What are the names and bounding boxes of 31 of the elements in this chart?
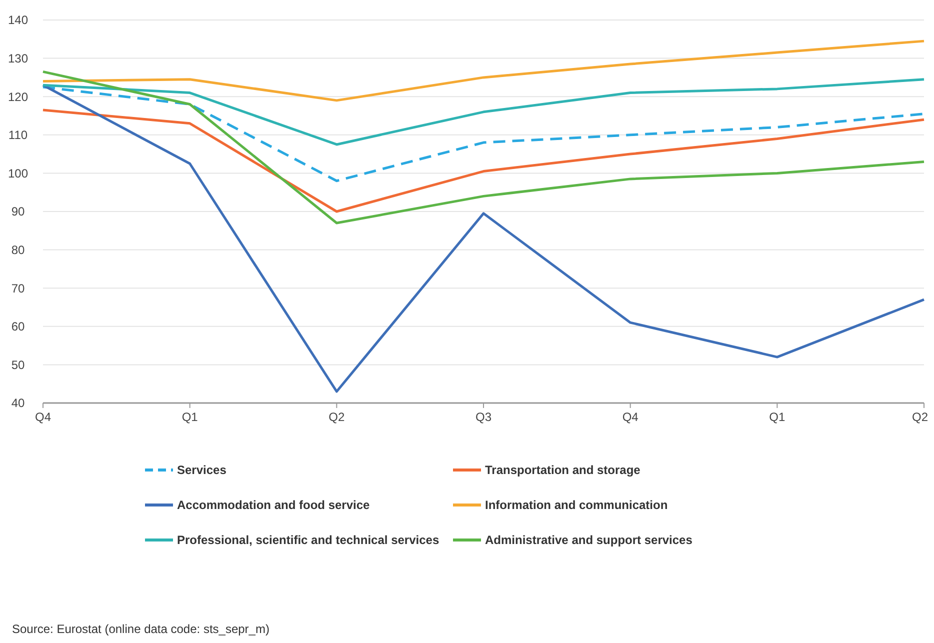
y-tick-label: 70 <box>11 281 25 296</box>
y-tick-label: 140 <box>8 13 28 28</box>
x-tick-label: Q2 <box>912 410 928 424</box>
legend-label: Services <box>177 463 227 478</box>
x-tick-label: Q2 <box>328 410 345 424</box>
x-tick-label: Q3 <box>475 410 492 424</box>
legend-label: Professional, scientific and technical services <box>177 533 440 548</box>
legend-label: Administrative and support services <box>485 533 693 548</box>
source-note: Source: Eurostat (online data code: sts_sepr_m) <box>12 622 270 636</box>
x-tick-label: Q1 <box>769 410 786 424</box>
line-series <box>42 40 926 102</box>
legend-label: Information and communication <box>485 498 668 512</box>
y-tick-label: 60 <box>11 320 25 334</box>
x-tick-label: Q4 <box>34 410 52 424</box>
legend-label: Transportation and storage <box>485 463 641 478</box>
line-series <box>42 86 926 182</box>
y-tick-label: 50 <box>11 358 25 372</box>
x-tick-label: Q1 <box>182 410 198 424</box>
line-series <box>42 84 926 393</box>
line-series <box>42 70 926 224</box>
line-series <box>42 78 926 146</box>
y-tick-label: 120 <box>8 90 28 104</box>
y-tick-label: 130 <box>8 52 28 66</box>
line-series <box>42 108 926 213</box>
y-tick-label: 110 <box>8 128 28 142</box>
y-tick-label: 40 <box>11 396 25 410</box>
y-tick-label: 80 <box>11 243 25 257</box>
x-tick-label: Q4 <box>622 410 639 424</box>
y-tick-label: 100 <box>8 166 28 180</box>
legend-label: Accommodation and food service <box>177 498 370 512</box>
y-tick-label: 90 <box>11 204 25 219</box>
